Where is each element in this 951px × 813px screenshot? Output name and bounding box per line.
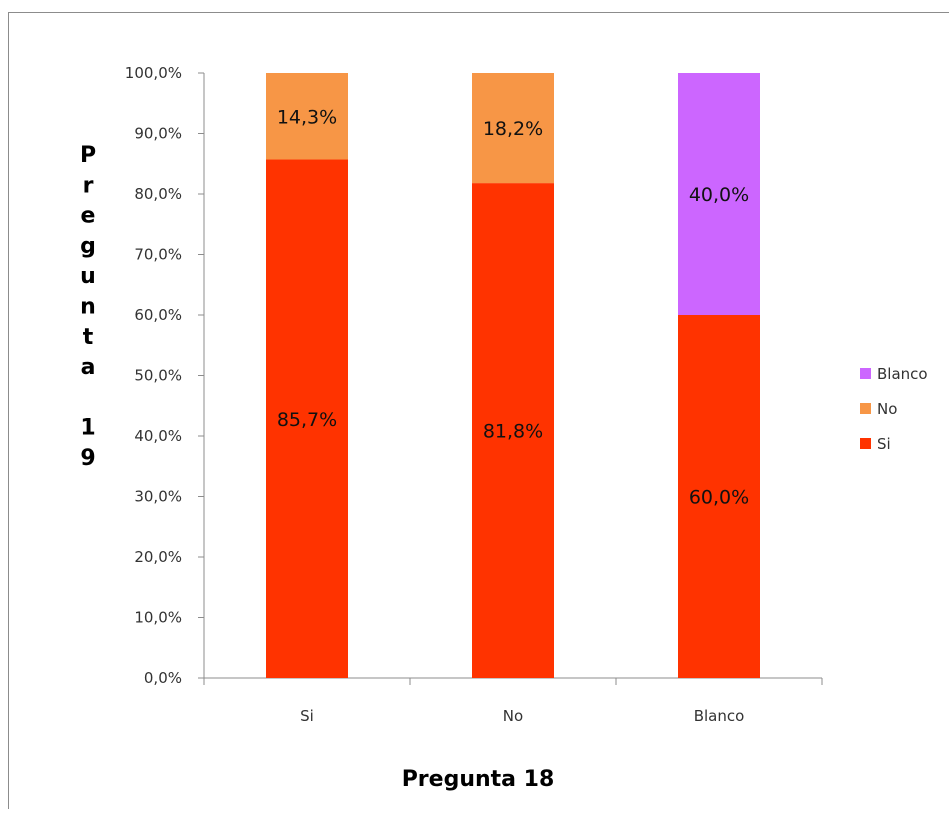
y-tick-label: 80,0% — [134, 185, 182, 203]
y-tick-label: 30,0% — [134, 488, 182, 506]
bar-segment — [266, 159, 348, 678]
legend-label: No — [877, 400, 897, 418]
bar-segment — [678, 315, 760, 678]
y-tick-label: 0,0% — [144, 669, 182, 687]
bar-segment — [472, 73, 554, 184]
legend-swatch — [860, 403, 871, 414]
x-axis-title: Pregunta 18 — [402, 767, 555, 792]
y-tick-label: 70,0% — [134, 246, 182, 264]
legend-label: Si — [877, 435, 891, 453]
bar-segment — [678, 73, 760, 315]
x-category-label: Blanco — [694, 707, 745, 725]
y-tick-label: 90,0% — [134, 125, 182, 143]
data-label: 40,0% — [689, 184, 749, 206]
y-tick-label: 50,0% — [134, 367, 182, 385]
x-category-label: Si — [300, 707, 314, 725]
y-tick-label: 100,0% — [125, 64, 182, 82]
y-tick-label: 40,0% — [134, 427, 182, 445]
bar-segment — [266, 73, 348, 160]
bar-segment — [472, 183, 554, 679]
data-label: 18,2% — [483, 118, 543, 140]
data-label: 85,7% — [277, 409, 337, 431]
y-tick-label: 60,0% — [134, 306, 182, 324]
x-category-label: No — [503, 707, 523, 725]
y-tick-label: 20,0% — [134, 548, 182, 566]
legend-swatch — [860, 368, 871, 379]
y-tick-label: 10,0% — [134, 609, 182, 627]
legend-label: Blanco — [877, 365, 928, 383]
data-label: 60,0% — [689, 487, 749, 509]
data-label: 14,3% — [277, 106, 337, 128]
chart-frame — [8, 12, 949, 809]
data-label: 81,8% — [483, 421, 543, 443]
legend-swatch — [860, 438, 871, 449]
